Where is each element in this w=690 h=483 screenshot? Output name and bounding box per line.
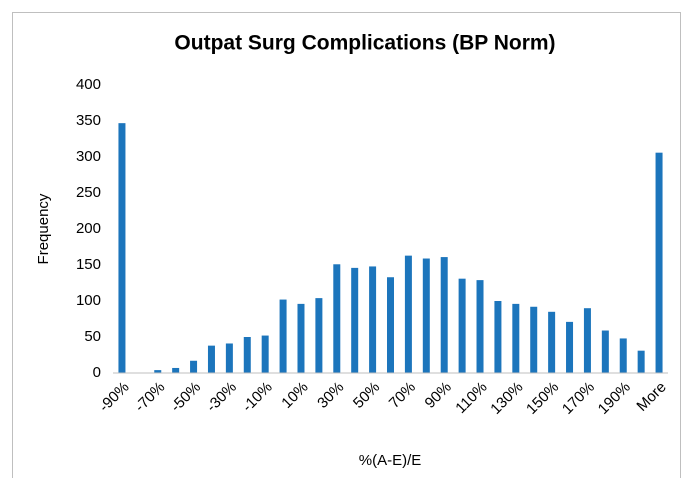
x-tick-label: 150% — [523, 379, 562, 418]
y-tick-label: 250 — [76, 184, 101, 201]
bar — [458, 278, 466, 373]
bar — [512, 303, 520, 373]
y-tick-label: 100 — [76, 292, 101, 309]
bar — [387, 277, 394, 373]
y-tick-label: 0 — [93, 364, 101, 381]
y-tick-label: 300 — [76, 148, 101, 165]
bar — [530, 306, 538, 373]
y-tick-label: 400 — [76, 76, 101, 93]
bar — [190, 360, 198, 373]
y-tick-label: 200 — [76, 220, 101, 237]
bar — [440, 257, 448, 373]
bar — [637, 350, 645, 373]
bar — [404, 255, 412, 373]
bar — [619, 338, 627, 373]
bar — [369, 266, 377, 373]
bar — [225, 343, 233, 373]
x-tick-label: 130% — [487, 379, 526, 418]
bar — [566, 321, 574, 373]
y-tick-label: 150 — [76, 256, 101, 273]
bar — [154, 370, 162, 373]
x-tick-label: -30% — [203, 379, 240, 416]
bar — [655, 152, 663, 373]
bar — [494, 301, 502, 373]
chart-title: Outpat Surg Complications (BP Norm) — [174, 32, 555, 55]
x-tick-label: 50% — [350, 379, 383, 412]
x-tick-label: -90% — [96, 379, 133, 416]
bar — [476, 280, 484, 373]
x-tick-label: More — [633, 379, 669, 415]
bar — [207, 345, 215, 373]
x-tick-label: 30% — [314, 379, 347, 412]
x-tick-label: 110% — [452, 379, 490, 417]
bar — [172, 367, 180, 373]
bar — [601, 330, 609, 373]
x-tick-label: 170% — [559, 379, 598, 418]
x-tick-label: 70% — [386, 379, 419, 412]
bar — [548, 311, 556, 373]
bar — [351, 267, 359, 373]
x-axis-label: %(A-E)/E — [359, 452, 422, 469]
bar — [243, 337, 251, 373]
x-tick-label: -70% — [132, 379, 169, 416]
bar — [333, 264, 341, 373]
x-tick-label: 90% — [422, 379, 455, 412]
x-tick-label: 10% — [278, 379, 311, 412]
bar — [297, 303, 305, 373]
bar — [583, 308, 591, 373]
x-tick-label: -50% — [167, 379, 204, 416]
y-tick-label: 50 — [84, 328, 101, 345]
bar — [315, 298, 323, 373]
bar — [422, 258, 430, 373]
bar — [118, 123, 126, 373]
bar — [261, 335, 269, 373]
y-tick-label: 350 — [76, 112, 101, 129]
x-tick-label: -10% — [239, 379, 276, 416]
bar — [279, 299, 287, 373]
chart-frame — [12, 12, 681, 483]
y-axis-label: Frequency — [35, 193, 52, 264]
x-tick-label: 190% — [595, 379, 634, 418]
